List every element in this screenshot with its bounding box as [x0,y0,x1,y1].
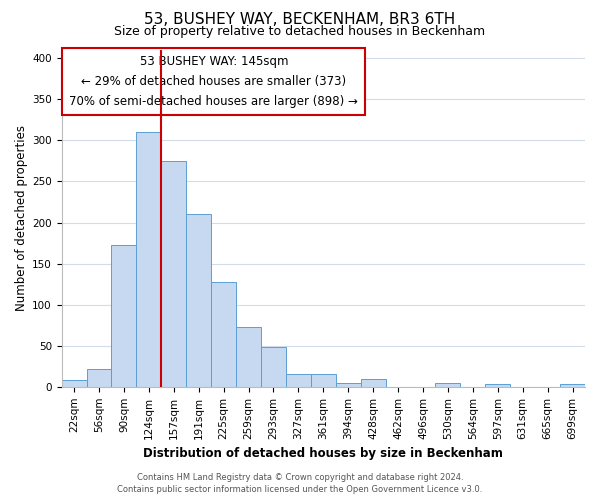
Bar [361,380,386,387]
Bar [112,244,136,387]
Bar [236,327,261,387]
Text: 53 BUSHEY WAY: 145sqm
← 29% of detached houses are smaller (373)
70% of semi-det: 53 BUSHEY WAY: 145sqm ← 29% of detached … [70,55,358,108]
Text: 53, BUSHEY WAY, BECKENHAM, BR3 6TH: 53, BUSHEY WAY, BECKENHAM, BR3 6TH [145,12,455,28]
X-axis label: Distribution of detached houses by size in Beckenham: Distribution of detached houses by size … [143,447,503,460]
Text: Contains HM Land Registry data © Crown copyright and database right 2024.
Contai: Contains HM Land Registry data © Crown c… [118,472,482,494]
Bar [436,382,460,387]
Bar [186,214,211,387]
Bar [261,348,286,387]
Bar [136,132,161,387]
Bar [62,380,86,387]
Bar [161,161,186,387]
Bar [485,384,510,387]
Bar [336,382,361,387]
Bar [311,374,336,387]
Bar [286,374,311,387]
Bar [211,282,236,387]
Bar [86,368,112,387]
Bar [560,384,585,387]
Text: Size of property relative to detached houses in Beckenham: Size of property relative to detached ho… [115,25,485,38]
Y-axis label: Number of detached properties: Number of detached properties [15,126,28,312]
